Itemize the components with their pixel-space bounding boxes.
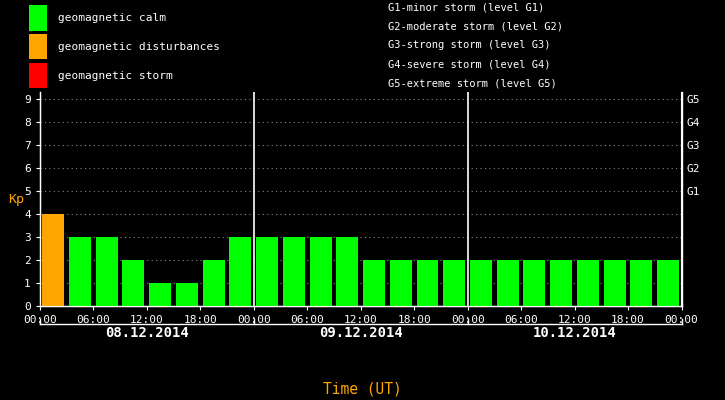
Bar <box>363 260 385 306</box>
Bar <box>283 237 304 306</box>
Text: G4-severe storm (level G4): G4-severe storm (level G4) <box>388 59 550 69</box>
Text: geomagnetic storm: geomagnetic storm <box>58 70 173 81</box>
Text: 10.12.2014: 10.12.2014 <box>533 326 616 340</box>
Text: G3-strong storm (level G3): G3-strong storm (level G3) <box>388 40 550 50</box>
Bar <box>550 260 572 306</box>
Bar <box>29 6 47 31</box>
Text: G5-extreme storm (level G5): G5-extreme storm (level G5) <box>388 78 557 88</box>
Bar <box>29 34 47 59</box>
Bar <box>42 214 65 306</box>
Bar <box>336 237 358 306</box>
Text: geomagnetic calm: geomagnetic calm <box>58 13 166 23</box>
Bar <box>631 260 652 306</box>
Bar <box>123 260 144 306</box>
Bar <box>149 283 171 306</box>
Text: 08.12.2014: 08.12.2014 <box>105 326 188 340</box>
Bar <box>96 237 117 306</box>
Bar <box>604 260 626 306</box>
Bar <box>417 260 439 306</box>
Y-axis label: Kp: Kp <box>8 192 24 206</box>
Bar <box>310 237 331 306</box>
Bar <box>657 260 679 306</box>
Text: G1-minor storm (level G1): G1-minor storm (level G1) <box>388 3 544 13</box>
Bar <box>443 260 465 306</box>
Text: geomagnetic disturbances: geomagnetic disturbances <box>58 42 220 52</box>
Bar <box>29 63 47 88</box>
Bar <box>497 260 518 306</box>
Bar <box>577 260 599 306</box>
Bar <box>470 260 492 306</box>
Bar <box>69 237 91 306</box>
Text: Time (UT): Time (UT) <box>323 381 402 396</box>
Text: 09.12.2014: 09.12.2014 <box>319 326 402 340</box>
Bar <box>390 260 412 306</box>
Bar <box>523 260 545 306</box>
Bar <box>176 283 198 306</box>
Text: G2-moderate storm (level G2): G2-moderate storm (level G2) <box>388 22 563 32</box>
Bar <box>203 260 225 306</box>
Bar <box>256 237 278 306</box>
Bar <box>229 237 252 306</box>
